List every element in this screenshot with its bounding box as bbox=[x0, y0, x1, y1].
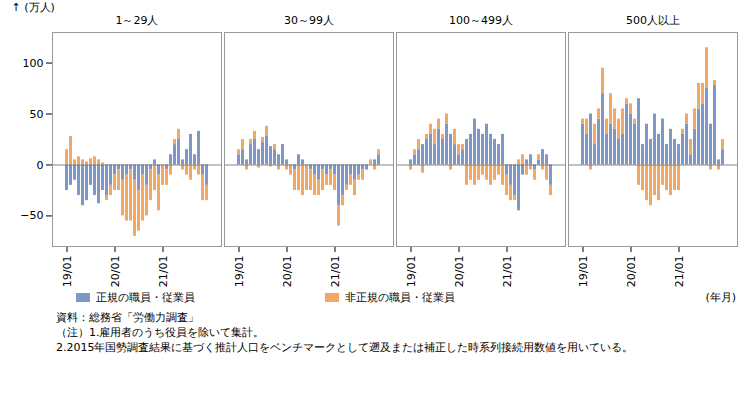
svg-text:50: 50 bbox=[30, 108, 44, 121]
svg-text:21/01: 21/01 bbox=[673, 256, 686, 288]
svg-text:19/01: 19/01 bbox=[577, 256, 590, 288]
svg-text:19/01: 19/01 bbox=[61, 256, 74, 288]
svg-text:100～499人: 100～499人 bbox=[449, 14, 513, 27]
svg-text:19/01: 19/01 bbox=[405, 256, 418, 288]
svg-text:20/01: 20/01 bbox=[453, 256, 466, 288]
svg-text:21/01: 21/01 bbox=[501, 256, 514, 288]
svg-text:21/01: 21/01 bbox=[157, 256, 170, 288]
svg-text:20/01: 20/01 bbox=[625, 256, 638, 288]
html-text:正規の職員・従業員: 正規の職員・従業員 bbox=[96, 291, 195, 304]
html-text:2.2015年国勢調査結果に基づく推計人口をベンチマークとし: 2.2015年国勢調査結果に基づく推計人口をベンチマークとして遡及または補正した… bbox=[56, 340, 634, 354]
svg-text:19/01: 19/01 bbox=[233, 256, 246, 288]
svg-text:0: 0 bbox=[37, 158, 44, 171]
html-text:(年月): (年月) bbox=[705, 291, 736, 304]
svg-text:−50: −50 bbox=[20, 209, 43, 222]
svg-text:500人以上: 500人以上 bbox=[626, 14, 680, 27]
svg-text:21/01: 21/01 bbox=[329, 256, 342, 288]
svg-text:20/01: 20/01 bbox=[109, 256, 122, 288]
svg-text:100: 100 bbox=[23, 57, 44, 70]
svg-text:↑ (万人): ↑ (万人) bbox=[12, 1, 55, 14]
html-text:資料：総務省「労働力調査」: 資料：総務省「労働力調査」 bbox=[56, 311, 199, 324]
svg-text:20/01: 20/01 bbox=[281, 256, 294, 288]
svg-text:1～29人: 1～29人 bbox=[116, 14, 159, 27]
svg-text:30～99人: 30～99人 bbox=[284, 14, 334, 27]
html-text:（注）1.雇用者のうち役員を除いて集計。: （注）1.雇用者のうち役員を除いて集計。 bbox=[56, 325, 265, 339]
html-text:非正規の職員・従業員: 非正規の職員・従業員 bbox=[345, 291, 455, 304]
